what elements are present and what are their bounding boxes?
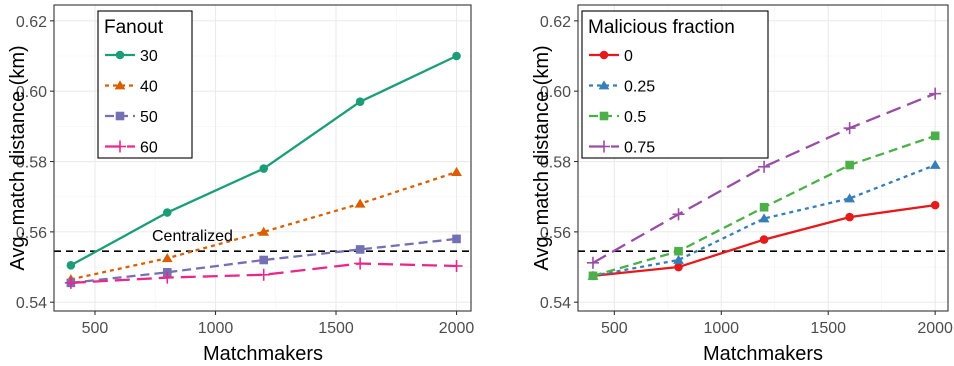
x-tick-label: 1000	[198, 320, 234, 337]
data-point	[930, 131, 940, 141]
legend-key-marker	[598, 80, 610, 90]
legend-key-marker	[599, 111, 609, 121]
panel-border	[577, 4, 949, 312]
series-60	[64, 257, 463, 289]
legend-label: 60	[140, 140, 158, 157]
data-point	[259, 164, 269, 173]
legend: Fanout 30 40 50 60	[97, 10, 193, 159]
x-tick-label: 500	[601, 320, 628, 337]
legend-key-marker	[114, 80, 126, 90]
y-tick-label: 0.54	[16, 295, 47, 312]
series-line	[70, 262, 457, 285]
data-point	[588, 271, 598, 281]
data-point	[929, 159, 941, 169]
data-point	[845, 212, 854, 222]
x-tick-label: 1500	[810, 320, 846, 337]
series-line	[592, 163, 936, 277]
data-point	[845, 160, 854, 170]
chart-panel-1: Centralized 0.54 0.56 0.58 0.60 0.62 500 1000 15…	[7, 4, 475, 365]
y-tick-label: 0.60	[540, 84, 571, 101]
data-point	[450, 259, 463, 272]
legend-label: 30	[140, 48, 158, 65]
y-tick-label: 0.58	[540, 155, 571, 172]
data-point	[929, 87, 942, 100]
chart-panel-2: 0.54 0.56 0.58 0.60 0.62 500 1000 1500 2000 Match…	[531, 4, 953, 365]
legend-title: Malicious fraction	[588, 17, 735, 38]
data-point	[758, 160, 771, 173]
data-point	[259, 255, 269, 265]
series-0.75	[586, 87, 942, 269]
data-point	[673, 254, 684, 264]
legend-label: 0.25	[624, 79, 655, 96]
legend-label: 40	[140, 79, 158, 96]
data-point	[354, 257, 367, 270]
data-point	[161, 271, 174, 284]
data-point	[672, 208, 685, 221]
data-point	[66, 260, 76, 270]
series-line	[592, 92, 936, 264]
data-point	[355, 97, 365, 107]
data-point	[354, 198, 366, 208]
y-tick-label: 0.56	[540, 225, 571, 242]
y-tick-label: 0.58	[16, 155, 47, 172]
legend-label: 0.5	[624, 109, 646, 126]
data-point	[451, 166, 462, 176]
data-point	[452, 51, 461, 61]
data-point	[843, 122, 856, 135]
series-40	[65, 166, 462, 284]
series-0	[588, 200, 940, 281]
legend-label: 0.75	[624, 140, 655, 157]
x-axis-title: Matchmakers	[203, 343, 323, 365]
data-point	[355, 245, 365, 254]
x-tick-label: 500	[82, 320, 109, 337]
data-point	[257, 268, 270, 281]
data-point	[758, 213, 770, 223]
data-point	[161, 253, 173, 263]
data-point	[674, 262, 683, 272]
data-point	[64, 276, 77, 289]
data-point	[162, 208, 172, 217]
legend-title: Fanout	[104, 17, 164, 38]
data-point	[674, 246, 683, 256]
x-tick-label: 2000	[917, 320, 953, 337]
panel-border	[53, 4, 472, 312]
x-tick-label: 2000	[439, 320, 475, 337]
data-point	[258, 226, 270, 236]
data-point	[844, 193, 856, 203]
y-tick-label: 0.60	[16, 84, 47, 101]
x-tick-label: 1500	[318, 320, 354, 337]
series-line	[70, 237, 457, 285]
y-tick-label: 0.62	[540, 14, 571, 31]
y-axis-title: Avg. match distance (km)	[531, 45, 553, 270]
y-axis-title: Avg. match distance (km)	[7, 45, 29, 270]
legend-key-marker	[599, 50, 609, 60]
legend-key-marker	[113, 140, 127, 153]
series-0.5	[588, 131, 940, 281]
reference-line-label: Centralized	[152, 228, 233, 245]
x-axis-title: Matchmakers	[703, 343, 823, 365]
legend-key-marker	[115, 50, 125, 60]
legend: Malicious fraction 0 0.25 0.5 0.75	[581, 10, 769, 159]
data-point	[930, 200, 940, 210]
data-point	[452, 234, 461, 244]
legend-label: 0	[624, 48, 633, 65]
y-tick-label: 0.56	[16, 225, 47, 242]
x-tick-label: 1000	[703, 320, 739, 337]
series-line	[70, 170, 457, 281]
series-30	[66, 51, 461, 270]
legend-key-marker	[597, 140, 611, 153]
y-tick-label: 0.62	[16, 14, 47, 31]
data-point	[586, 256, 599, 269]
data-point	[759, 202, 769, 212]
legend-key-marker	[115, 111, 125, 121]
legend-label: 50	[140, 109, 158, 126]
y-tick-label: 0.54	[540, 295, 571, 312]
data-point	[759, 235, 769, 244]
